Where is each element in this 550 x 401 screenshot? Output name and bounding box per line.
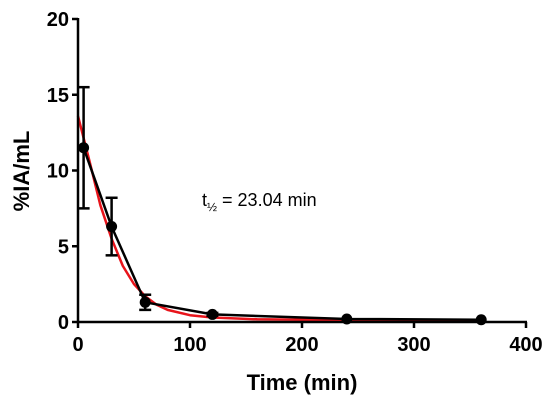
annotation-subscript: ½ bbox=[207, 200, 217, 214]
annotation-text: = 23.04 min bbox=[217, 190, 317, 210]
annotation-prefix: t bbox=[202, 190, 207, 210]
x-tick-label: 400 bbox=[509, 334, 542, 356]
x-tick-label: 200 bbox=[285, 334, 318, 356]
half-life-annotation: t½ = 23.04 min bbox=[202, 190, 317, 214]
y-tick-label: 10 bbox=[47, 161, 69, 183]
data-point bbox=[78, 142, 90, 154]
y-tick-label: 20 bbox=[47, 9, 69, 31]
x-tick-label: 300 bbox=[397, 334, 430, 356]
axes-layer: 0 100 200 300 400 0 5 10 15 20 bbox=[47, 9, 543, 356]
data-point bbox=[206, 308, 218, 320]
x-axis-title: Time (min) bbox=[247, 370, 358, 395]
measured-line bbox=[82, 147, 482, 321]
y-tick-label: 15 bbox=[47, 85, 69, 107]
data-point bbox=[475, 314, 487, 326]
x-tick-label: 0 bbox=[72, 334, 83, 356]
y-tick-label: 0 bbox=[58, 312, 69, 334]
data-point bbox=[106, 221, 118, 233]
data-point bbox=[139, 296, 151, 308]
y-axis-title: %IA/mL bbox=[9, 131, 34, 212]
y-tick-label: 5 bbox=[58, 236, 69, 258]
x-tick-label: 100 bbox=[173, 334, 206, 356]
